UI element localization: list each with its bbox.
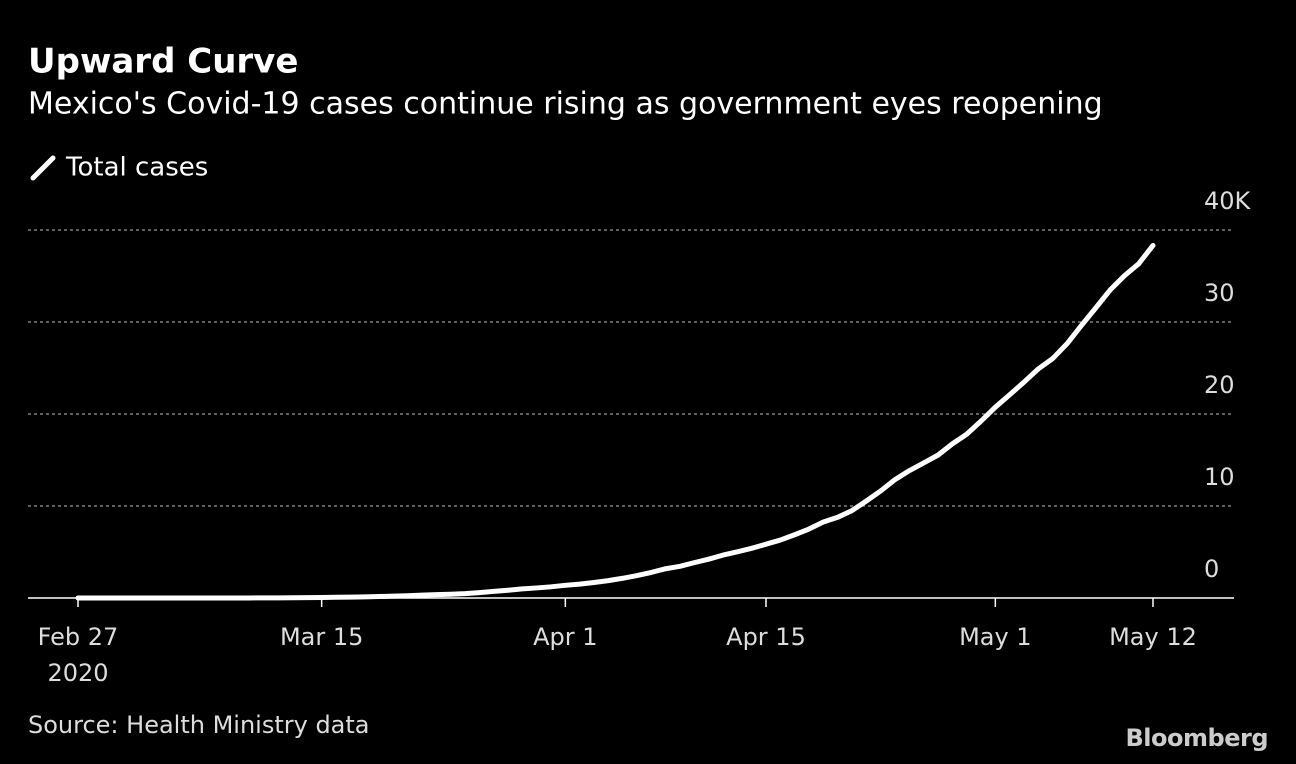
y-tick-label: 20 (1204, 371, 1235, 399)
chart-title: Upward Curve (28, 42, 298, 82)
chart-subtitle: Mexico's Covid-19 cases continue rising … (28, 87, 1103, 122)
source: Source: Health Ministry data (28, 711, 370, 739)
y-tick-label: 0 (1204, 555, 1219, 583)
y-tick-label: 30 (1204, 279, 1235, 307)
x-tick-label: Apr 15 (726, 623, 806, 651)
legend-label: Total cases (65, 153, 208, 183)
y-tick-label: 40K (1204, 187, 1252, 215)
x-tick-label: Feb 27 (38, 623, 119, 651)
series-line (75, 242, 1156, 601)
x-year-label: 2020 (47, 659, 108, 687)
x-tick-label: May 1 (959, 623, 1032, 651)
x-tick-label: Mar 15 (280, 623, 363, 651)
x-tick-label: Apr 1 (533, 623, 597, 651)
x-tick-label: May 12 (1109, 623, 1197, 651)
y-tick-label: 10 (1204, 463, 1235, 491)
brand: Bloomberg (1126, 724, 1268, 752)
legend-icon (30, 155, 56, 181)
